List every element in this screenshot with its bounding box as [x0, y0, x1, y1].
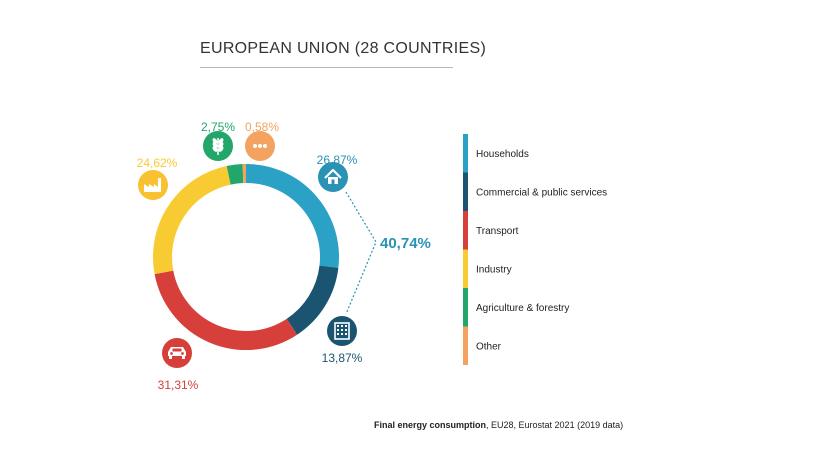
value-label-households: 26,87% — [317, 153, 358, 167]
legend-label-other: Other — [476, 342, 502, 353]
legend-label-households: Households — [476, 149, 529, 160]
title-underline — [200, 67, 453, 68]
dots-icon — [245, 131, 275, 161]
house-icon — [318, 162, 348, 192]
group-total-label: 40,74% — [380, 235, 431, 252]
value-label-other: 0,58% — [245, 120, 279, 134]
chart-title: EUROPEAN UNION (28 COUNTRIES) — [200, 40, 487, 57]
group-bracket — [345, 191, 377, 315]
value-label-transport: 31,31% — [158, 378, 199, 392]
legend-label-agriculture: Agriculture & forestry — [476, 303, 569, 314]
value-label-agriculture: 2,75% — [201, 120, 235, 134]
value-label-industry: 24,62% — [137, 156, 178, 170]
donut-segment-transport — [154, 270, 298, 350]
donut-segment-industry — [153, 166, 231, 275]
source-caption: Final energy consumption, EU28, Eurostat… — [374, 420, 623, 430]
car-icon — [162, 338, 192, 368]
legend-swatch-households — [463, 134, 468, 173]
value-label-commercial: 13,87% — [322, 351, 363, 365]
legend-swatch-other — [463, 326, 468, 365]
legend-label-industry: Industry — [476, 265, 512, 276]
legend-swatch-agriculture — [463, 288, 468, 327]
donut-segment-households — [245, 164, 339, 268]
legend-swatch-transport — [463, 211, 468, 250]
caption-rest: , EU28, Eurostat 2021 (2019 data) — [486, 420, 624, 430]
legend-label-commercial: Commercial & public services — [476, 188, 607, 199]
wheat-icon — [203, 131, 233, 161]
caption-bold: Final energy consumption — [374, 420, 487, 430]
office-building-icon — [327, 316, 357, 346]
legend-swatch-industry — [463, 249, 468, 288]
legend-label-transport: Transport — [476, 226, 519, 237]
donut-segment-commercial — [286, 265, 339, 335]
legend-swatch-commercial — [463, 172, 468, 211]
donut-segment-agriculture — [226, 164, 244, 185]
factory-icon — [138, 170, 168, 200]
